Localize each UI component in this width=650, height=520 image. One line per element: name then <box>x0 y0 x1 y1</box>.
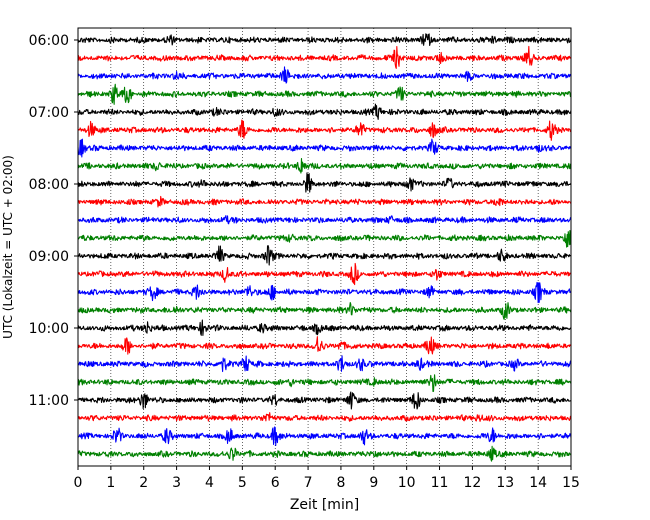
trace-0715 <box>77 119 571 141</box>
x-tick-label: 9 <box>369 475 378 491</box>
x-tick-label: 1 <box>106 475 115 491</box>
x-tick-label: 7 <box>304 475 313 491</box>
y-axis: 06:00 07:00 08:00 09:00 10:00 11:00 <box>29 33 78 409</box>
trace-1015 <box>77 336 572 355</box>
trace-1000 <box>77 319 572 336</box>
trace-1100 <box>77 391 572 410</box>
plot-frame <box>77 27 572 467</box>
y-tick-label: 10:00 <box>29 321 69 337</box>
x-tick-label: 6 <box>271 475 280 491</box>
x-tick-label: 11 <box>431 475 449 491</box>
x-tick-label: 5 <box>238 475 247 491</box>
x-axis-label: Zeit [min] <box>290 497 359 513</box>
trace-0930 <box>77 281 572 304</box>
x-tick-label: 3 <box>172 475 181 491</box>
vertical-grid <box>110 28 539 466</box>
y-axis-label: UTC (Lokalzeit = UTC + 02:00) <box>1 155 15 339</box>
trace-1030 <box>77 355 572 373</box>
x-tick-label: 12 <box>463 475 481 491</box>
trace-0845 <box>77 230 572 248</box>
trace-0815 <box>77 195 572 208</box>
y-tick-label: 08:00 <box>29 177 69 193</box>
trace-0900 <box>77 245 572 266</box>
x-tick-label: 2 <box>139 475 148 491</box>
trace-0615 <box>77 45 572 69</box>
y-tick-label: 07:00 <box>29 105 69 121</box>
trace-0745 <box>77 157 572 174</box>
x-tick-label: 4 <box>205 475 214 491</box>
trace-0830 <box>77 215 572 225</box>
trace-0945 <box>77 302 572 320</box>
x-tick-label: 15 <box>562 475 580 491</box>
trace-1130 <box>77 426 572 446</box>
trace-1045 <box>77 374 572 393</box>
trace-0700 <box>77 103 572 120</box>
trace-0730 <box>77 138 572 158</box>
trace-0630 <box>77 66 572 84</box>
seismic-traces <box>77 33 572 462</box>
y-tick-label: 06:00 <box>29 33 69 49</box>
y-tick-label: 09:00 <box>29 249 69 265</box>
y-tick-label: 11:00 <box>29 393 69 409</box>
x-tick-label: 0 <box>74 475 83 491</box>
x-tick-label: 13 <box>496 475 514 491</box>
trace-1115 <box>77 412 572 422</box>
x-tick-label: 10 <box>398 475 416 491</box>
trace-0915 <box>77 262 572 286</box>
trace-0645 <box>77 83 572 105</box>
trace-0800 <box>77 172 572 193</box>
x-axis: 0 1 2 3 4 5 6 7 8 9 10 11 12 13 14 15 <box>74 466 580 491</box>
trace-0600 <box>77 33 572 46</box>
x-tick-label: 14 <box>529 475 547 491</box>
x-tick-label: 8 <box>336 475 345 491</box>
trace-1145 <box>77 445 572 462</box>
